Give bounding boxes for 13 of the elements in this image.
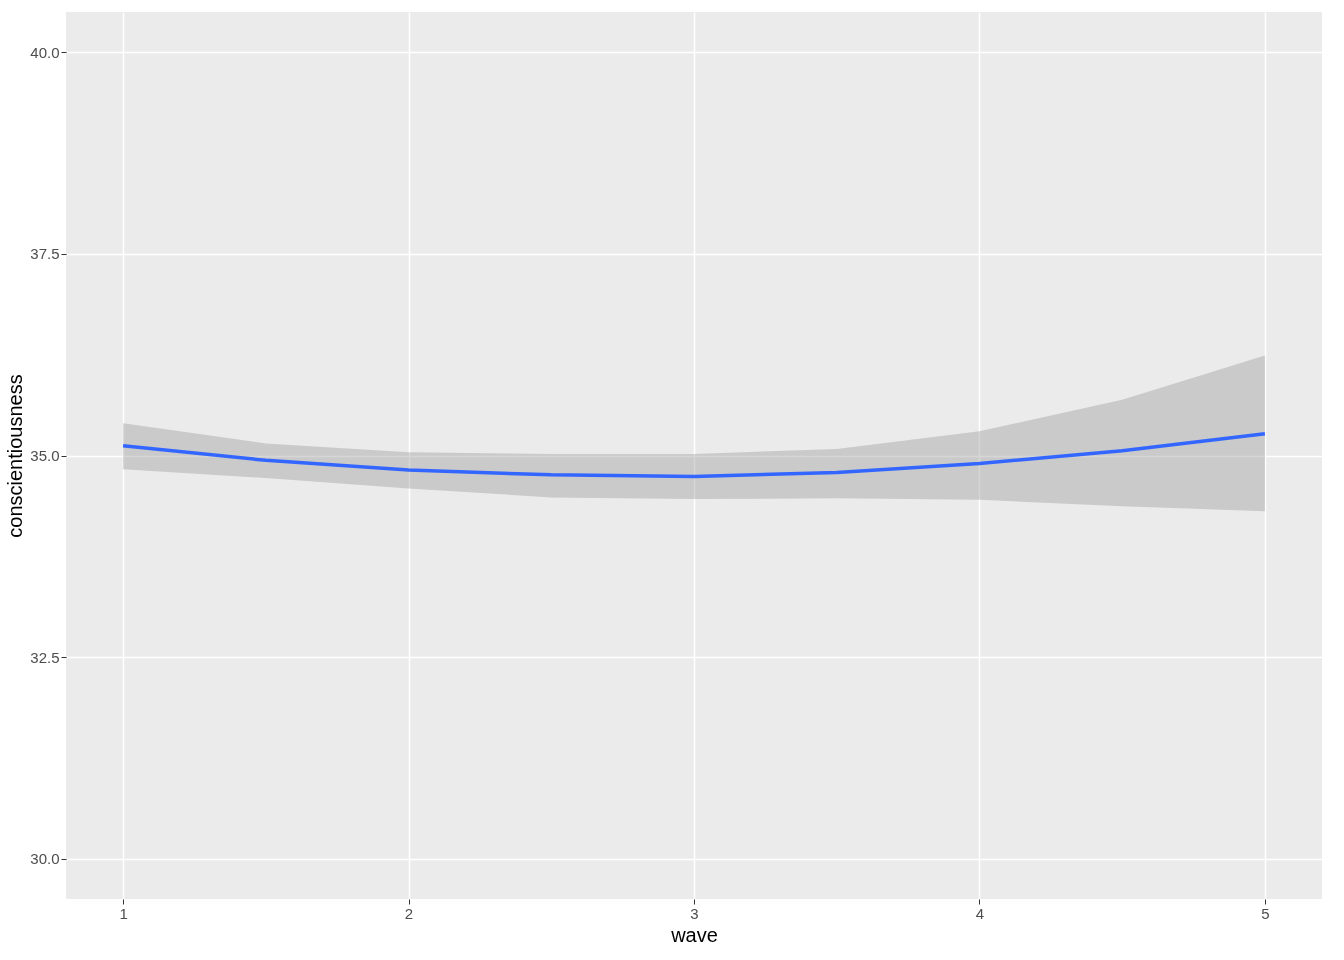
y-tick-label: 30.0 xyxy=(30,850,60,868)
y-axis-title: conscientiousness xyxy=(4,374,27,538)
x-tick-label: 2 xyxy=(404,904,414,922)
y-tick-label: 32.5 xyxy=(30,648,60,666)
y-tick-label: 37.5 xyxy=(30,245,60,263)
x-tick-label: 1 xyxy=(119,904,128,922)
x-tick-label: 4 xyxy=(975,904,985,922)
x-tick-label: 5 xyxy=(1261,904,1270,922)
y-tick-label: 35.0 xyxy=(30,447,60,464)
y-tick-label: 40.0 xyxy=(30,43,60,61)
x-tick-label: 3 xyxy=(690,904,699,922)
x-axis-title: wave xyxy=(670,923,718,946)
line-series xyxy=(121,431,1267,479)
